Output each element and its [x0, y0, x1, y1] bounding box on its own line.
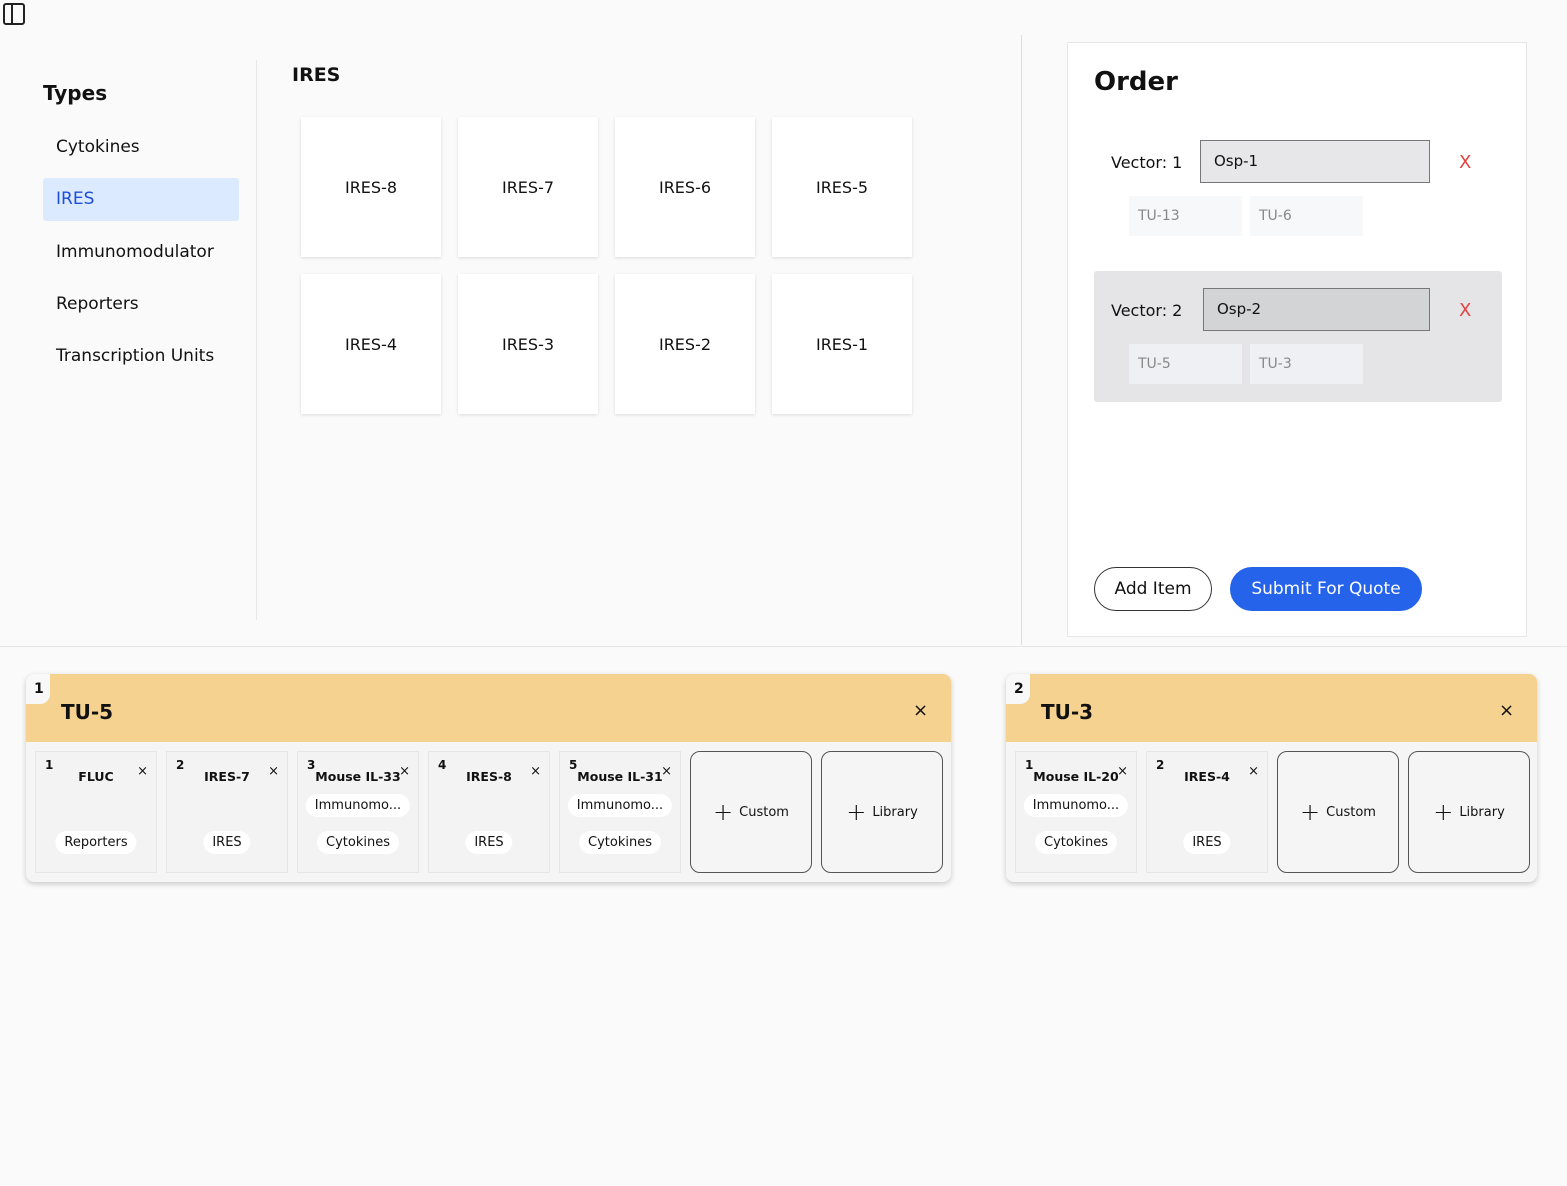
vector-row: Vector: 1 Osp-1 X TU-13 TU-6 — [1094, 123, 1502, 254]
sidebar-toggle-icon[interactable] — [3, 3, 25, 25]
vector-label: Vector: 1 — [1111, 153, 1183, 172]
part-tag: Cytokines — [1035, 831, 1117, 854]
types-heading: Types — [43, 81, 108, 105]
tu-name: TU-3 — [1041, 700, 1094, 724]
tu-header: 2 TU-3 × — [1006, 674, 1537, 742]
remove-part-icon[interactable]: × — [268, 764, 279, 779]
sidebar-item-transcription-units[interactable]: Transcription Units — [56, 346, 215, 366]
part-number: 2 — [1156, 758, 1165, 772]
divider — [1021, 35, 1022, 645]
part-tag: Cytokines — [317, 831, 399, 854]
close-icon[interactable]: × — [1499, 700, 1515, 721]
library-label: Library — [1459, 804, 1505, 820]
transcription-unit-card: 1 TU-5 × 1 FLUC × Reporters 2 IRES-7 × IRES 3 Mouse … — [26, 674, 951, 882]
library-button[interactable]: + Library — [1408, 751, 1530, 873]
part-number: 5 — [569, 758, 578, 772]
sidebar-item-cytokines[interactable]: Cytokines — [56, 137, 140, 157]
part-tile[interactable]: IRES-2 — [615, 274, 755, 414]
part-tile[interactable]: IRES-5 — [772, 117, 912, 257]
vector-unit-chip[interactable]: TU-5 — [1129, 344, 1242, 384]
part-card[interactable]: 5 Mouse IL-31 × Immunomo... Cytokines — [559, 751, 681, 873]
remove-part-icon[interactable]: × — [1248, 764, 1259, 779]
divider — [0, 646, 1567, 647]
sidebar-item-immunomodulator[interactable]: Immunomodulator — [56, 242, 214, 262]
vector-label: Vector: 2 — [1111, 301, 1183, 320]
submit-for-quote-button[interactable]: Submit For Quote — [1230, 567, 1422, 611]
remove-part-icon[interactable]: × — [530, 764, 541, 779]
part-card[interactable]: 1 FLUC × Reporters — [35, 751, 157, 873]
vector-row: Vector: 2 Osp-2 X TU-5 TU-3 — [1094, 271, 1502, 402]
custom-button[interactable]: + Custom — [690, 751, 812, 873]
part-tile[interactable]: IRES-4 — [301, 274, 441, 414]
custom-label: Custom — [739, 804, 789, 820]
part-tile[interactable]: IRES-6 — [615, 117, 755, 257]
part-name: Mouse IL-33 — [315, 769, 401, 784]
tu-name: TU-5 — [61, 700, 114, 724]
remove-part-icon[interactable]: × — [661, 764, 672, 779]
remove-part-icon[interactable]: × — [1117, 764, 1128, 779]
vector-unit-chip[interactable]: TU-6 — [1250, 196, 1363, 236]
vector-name-input[interactable]: Osp-2 — [1203, 288, 1430, 331]
order-panel: Order Vector: 1 Osp-1 X TU-13 TU-6 Vector: 2 O… — [1067, 42, 1527, 637]
library-label: Library — [872, 804, 918, 820]
plus-icon: + — [713, 798, 734, 826]
part-tile[interactable]: IRES-8 — [301, 117, 441, 257]
part-name: Mouse IL-31 — [577, 769, 663, 784]
sidebar-item-ires[interactable]: IRES — [43, 178, 239, 221]
part-name: IRES-7 — [204, 769, 250, 784]
part-tile[interactable]: IRES-3 — [458, 274, 598, 414]
part-number: 2 — [176, 758, 185, 772]
part-card[interactable]: 3 Mouse IL-33 × Immunomo... Cytokines — [297, 751, 419, 873]
part-name: IRES-4 — [1184, 769, 1230, 784]
custom-label: Custom — [1326, 804, 1376, 820]
part-number: 3 — [307, 758, 316, 772]
part-name: FLUC — [78, 769, 114, 784]
plus-icon: + — [1300, 798, 1321, 826]
tu-index-badge: 2 — [1006, 674, 1030, 704]
remove-vector-button[interactable]: X — [1459, 152, 1472, 173]
part-name: Mouse IL-20 — [1033, 769, 1119, 784]
plus-icon: + — [846, 798, 867, 826]
close-icon[interactable]: × — [913, 700, 929, 721]
part-card[interactable]: 2 IRES-7 × IRES — [166, 751, 288, 873]
part-number: 1 — [45, 758, 54, 772]
sidebar-item-reporters[interactable]: Reporters — [56, 294, 139, 314]
part-card[interactable]: 1 Mouse IL-20 × Immunomo... Cytokines — [1015, 751, 1137, 873]
remove-part-icon[interactable]: × — [137, 764, 148, 779]
part-tile[interactable]: IRES-1 — [772, 274, 912, 414]
part-tag: Immunomo... — [305, 794, 411, 817]
part-name: IRES-8 — [466, 769, 512, 784]
part-card[interactable]: 2 IRES-4 × IRES — [1146, 751, 1268, 873]
custom-button[interactable]: + Custom — [1277, 751, 1399, 873]
part-tag: Immunomo... — [1023, 794, 1129, 817]
part-tag: Cytokines — [579, 831, 661, 854]
add-item-button[interactable]: Add Item — [1094, 567, 1212, 611]
vector-unit-chip[interactable]: TU-3 — [1250, 344, 1363, 384]
part-number: 1 — [1025, 758, 1034, 772]
library-button[interactable]: + Library — [821, 751, 943, 873]
tu-header: 1 TU-5 × — [26, 674, 951, 742]
part-tag: IRES — [465, 831, 513, 854]
vector-unit-chip[interactable]: TU-13 — [1129, 196, 1242, 236]
part-card[interactable]: 4 IRES-8 × IRES — [428, 751, 550, 873]
part-tag: Immunomo... — [567, 794, 673, 817]
remove-part-icon[interactable]: × — [399, 764, 410, 779]
transcription-unit-card: 2 TU-3 × 1 Mouse IL-20 × Immunomo... Cytokines 2… — [1006, 674, 1537, 882]
part-tag: Reporters — [55, 831, 137, 854]
part-tag: IRES — [203, 831, 251, 854]
vector-name-input[interactable]: Osp-1 — [1200, 140, 1430, 183]
part-number: 4 — [438, 758, 447, 772]
divider — [256, 60, 257, 620]
part-tile[interactable]: IRES-7 — [458, 117, 598, 257]
tu-index-badge: 1 — [26, 674, 50, 704]
plus-icon: + — [1433, 798, 1454, 826]
remove-vector-button[interactable]: X — [1459, 300, 1472, 321]
part-tag: IRES — [1183, 831, 1231, 854]
section-title: IRES — [292, 64, 341, 86]
order-title: Order — [1094, 67, 1178, 97]
